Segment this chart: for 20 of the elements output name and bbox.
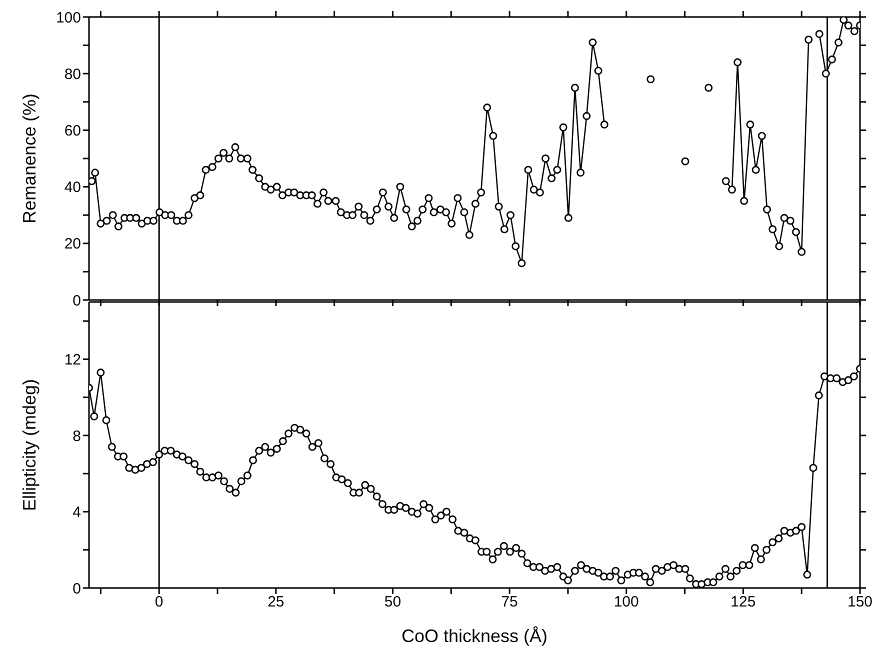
x-axis-title: CoO thickness (Å)	[401, 626, 548, 646]
x-tick-label: 75	[501, 594, 518, 611]
y-tick-label: 80	[64, 66, 81, 83]
y-tick-label: 20	[64, 236, 81, 253]
y-tick-label: 4	[72, 504, 81, 522]
y-axis-title: Ellipticity (mdeg)	[19, 378, 40, 512]
y-tick-label: 100	[56, 9, 81, 26]
y-tick-label: 8	[72, 428, 81, 445]
x-tick-label: 150	[847, 594, 873, 611]
y-tick-label: 0	[72, 580, 81, 598]
x-tick-label: 100	[614, 594, 639, 611]
y-tick-label: 0	[72, 292, 81, 310]
y-tick-label: 60	[64, 122, 81, 140]
x-tick-label: 25	[268, 594, 284, 611]
y-axis-title: Remanence (%)	[19, 93, 40, 224]
x-tick-label: 50	[384, 594, 402, 611]
x-tick-label: 0	[154, 594, 164, 611]
y-tick-label: 12	[64, 352, 81, 369]
y-tick-label: 40	[64, 179, 81, 196]
x-tick-label: 125	[730, 594, 756, 611]
